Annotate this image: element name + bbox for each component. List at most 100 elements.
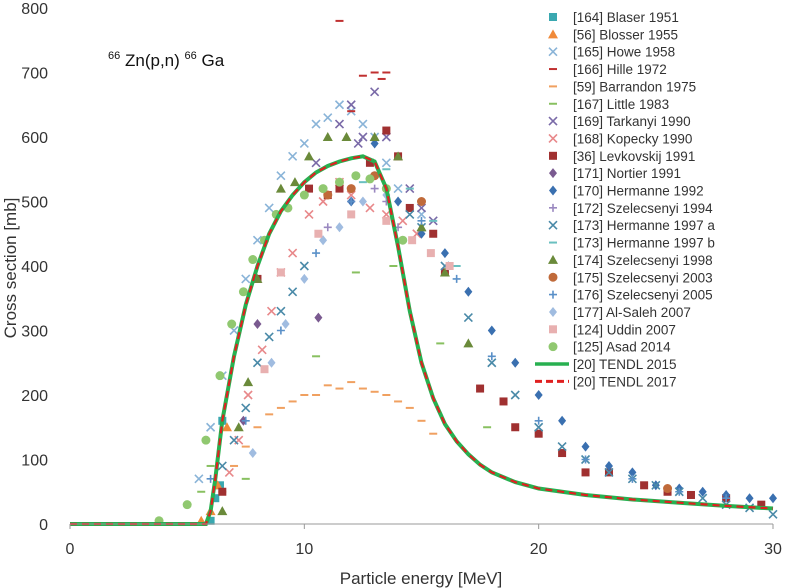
data-point bbox=[686, 490, 695, 499]
legend-label: [177] Al-Saleh 2007 bbox=[573, 305, 691, 320]
legend-item: [166] Hille 1972 bbox=[549, 62, 667, 77]
series-175-szelecsenyi-2003 bbox=[323, 171, 673, 494]
data-point bbox=[365, 158, 374, 167]
legend-marker bbox=[548, 342, 558, 352]
data-point bbox=[266, 306, 277, 316]
legend-marker bbox=[548, 133, 558, 144]
plot-area bbox=[70, 19, 778, 526]
data-point bbox=[534, 429, 543, 438]
data-point bbox=[557, 442, 567, 452]
data-point bbox=[299, 261, 309, 271]
x-tick-label: 20 bbox=[530, 541, 548, 558]
data-point bbox=[233, 422, 244, 432]
legend-label: [173] Hermanne 1997 b bbox=[573, 236, 715, 251]
data-point bbox=[463, 338, 474, 348]
data-point bbox=[182, 500, 192, 510]
legend-label: [176] Szelecsenyi 2005 bbox=[573, 288, 713, 303]
legend-item: [172] Szelecsenyi 1994 bbox=[549, 201, 713, 216]
data-point bbox=[252, 235, 263, 245]
data-point bbox=[604, 460, 613, 471]
y-tick-label: 200 bbox=[21, 388, 48, 405]
legend-label: [125] Asad 2014 bbox=[573, 340, 671, 355]
data-point bbox=[476, 384, 485, 393]
data-point bbox=[276, 268, 285, 277]
data-point bbox=[288, 248, 298, 258]
data-point bbox=[534, 422, 544, 432]
data-point bbox=[698, 493, 708, 503]
legend-marker bbox=[548, 272, 558, 282]
data-point bbox=[288, 151, 298, 161]
legend-label: [56] Blosser 1955 bbox=[573, 27, 678, 42]
data-point bbox=[745, 493, 754, 504]
y-tick-label: 0 bbox=[39, 517, 48, 534]
data-point bbox=[252, 358, 263, 368]
legend-marker bbox=[549, 168, 557, 179]
data-point bbox=[346, 100, 356, 110]
x-tick-label: 30 bbox=[764, 541, 782, 558]
data-point bbox=[243, 390, 253, 400]
data-point bbox=[264, 203, 274, 213]
data-point bbox=[398, 235, 408, 245]
legend-marker bbox=[549, 290, 557, 299]
y-axis-title: Cross section [mb] bbox=[1, 198, 20, 339]
y-tick-label: 800 bbox=[21, 1, 48, 18]
data-point bbox=[264, 332, 274, 342]
legend-marker bbox=[549, 185, 557, 196]
data-point bbox=[417, 197, 426, 206]
data-point bbox=[698, 486, 707, 497]
data-point bbox=[463, 313, 473, 323]
legend-label: [20] TENDL 2017 bbox=[573, 374, 677, 389]
x-tick-label: 0 bbox=[66, 541, 75, 558]
data-point bbox=[429, 229, 438, 238]
data-point bbox=[440, 248, 449, 259]
data-point bbox=[323, 113, 333, 123]
data-point bbox=[663, 484, 673, 494]
data-point bbox=[334, 119, 345, 129]
data-point bbox=[304, 209, 314, 219]
data-point bbox=[288, 287, 298, 297]
y-tick-label: 300 bbox=[21, 324, 48, 341]
data-point bbox=[581, 441, 590, 452]
legend-marker bbox=[548, 220, 558, 230]
legend-item: [56] Blosser 1955 bbox=[548, 27, 678, 42]
data-point bbox=[416, 222, 427, 232]
reaction-product-mass: 66 bbox=[185, 50, 197, 62]
data-point bbox=[628, 467, 637, 478]
data-point bbox=[248, 448, 257, 459]
data-point bbox=[334, 177, 344, 187]
series-125-asad-2014 bbox=[154, 171, 408, 526]
legend-marker bbox=[548, 47, 558, 57]
data-point bbox=[281, 319, 290, 330]
data-point bbox=[769, 493, 777, 504]
data-point bbox=[358, 132, 368, 142]
data-point bbox=[260, 365, 269, 374]
reaction-label: 66 Zn(p,n) 66 Ga bbox=[108, 44, 225, 70]
legend-label: [166] Hille 1972 bbox=[573, 62, 667, 77]
data-point bbox=[323, 190, 333, 200]
data-point bbox=[335, 222, 344, 233]
data-point bbox=[534, 416, 543, 425]
legend-label: [164] Blaser 1951 bbox=[573, 10, 679, 25]
data-point bbox=[218, 487, 227, 496]
data-point bbox=[398, 216, 408, 226]
data-point bbox=[241, 403, 251, 413]
data-point bbox=[222, 422, 233, 432]
y-tick-label: 100 bbox=[21, 453, 48, 470]
y-tick-label: 600 bbox=[21, 130, 48, 147]
data-point bbox=[276, 306, 286, 316]
legend-label: [175] Szelecsenyi 2003 bbox=[573, 270, 713, 285]
y-tick-label: 400 bbox=[21, 259, 48, 276]
data-point bbox=[558, 415, 567, 426]
data-point bbox=[369, 132, 380, 141]
data-point bbox=[238, 287, 248, 297]
data-point bbox=[312, 249, 321, 258]
data-point bbox=[416, 203, 427, 213]
data-point bbox=[241, 274, 251, 284]
legend-label: [174] Szelecsenyi 1998 bbox=[573, 253, 713, 268]
legend-item: [177] Al-Saleh 2007 bbox=[549, 305, 691, 320]
data-point bbox=[439, 267, 450, 277]
data-point bbox=[206, 422, 216, 432]
data-point bbox=[299, 138, 309, 149]
data-point bbox=[581, 468, 590, 477]
